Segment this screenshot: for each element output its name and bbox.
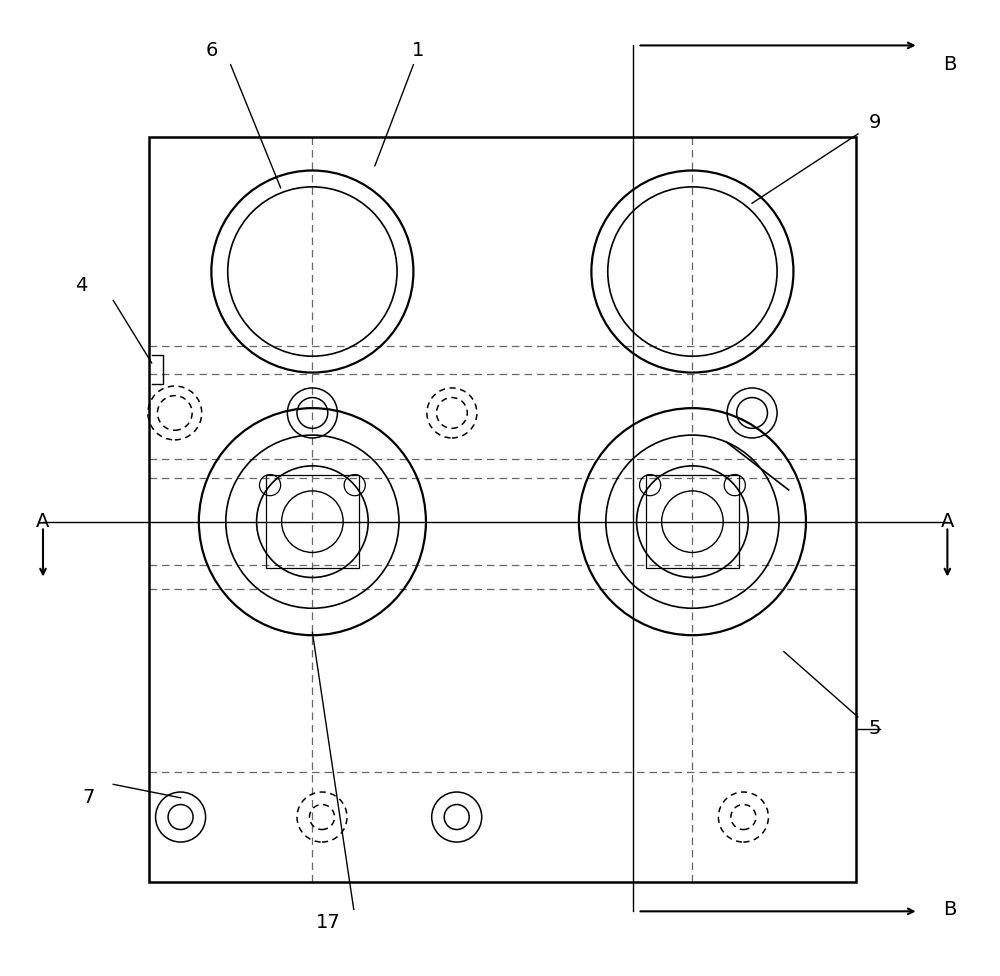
Bar [266,475,359,568]
Text: B: B [944,56,957,74]
Text: B: B [944,900,957,919]
Text: 17: 17 [316,914,341,932]
Text: 9: 9 [869,113,881,132]
Bar [149,137,856,882]
Text: 6: 6 [205,41,218,60]
Text: 7: 7 [82,789,94,807]
Text: A: A [36,512,50,531]
Text: 1: 1 [412,41,424,60]
Bar [646,475,739,568]
Text: 5: 5 [869,719,881,738]
Text: A: A [941,512,954,531]
Text: 4: 4 [75,276,88,296]
